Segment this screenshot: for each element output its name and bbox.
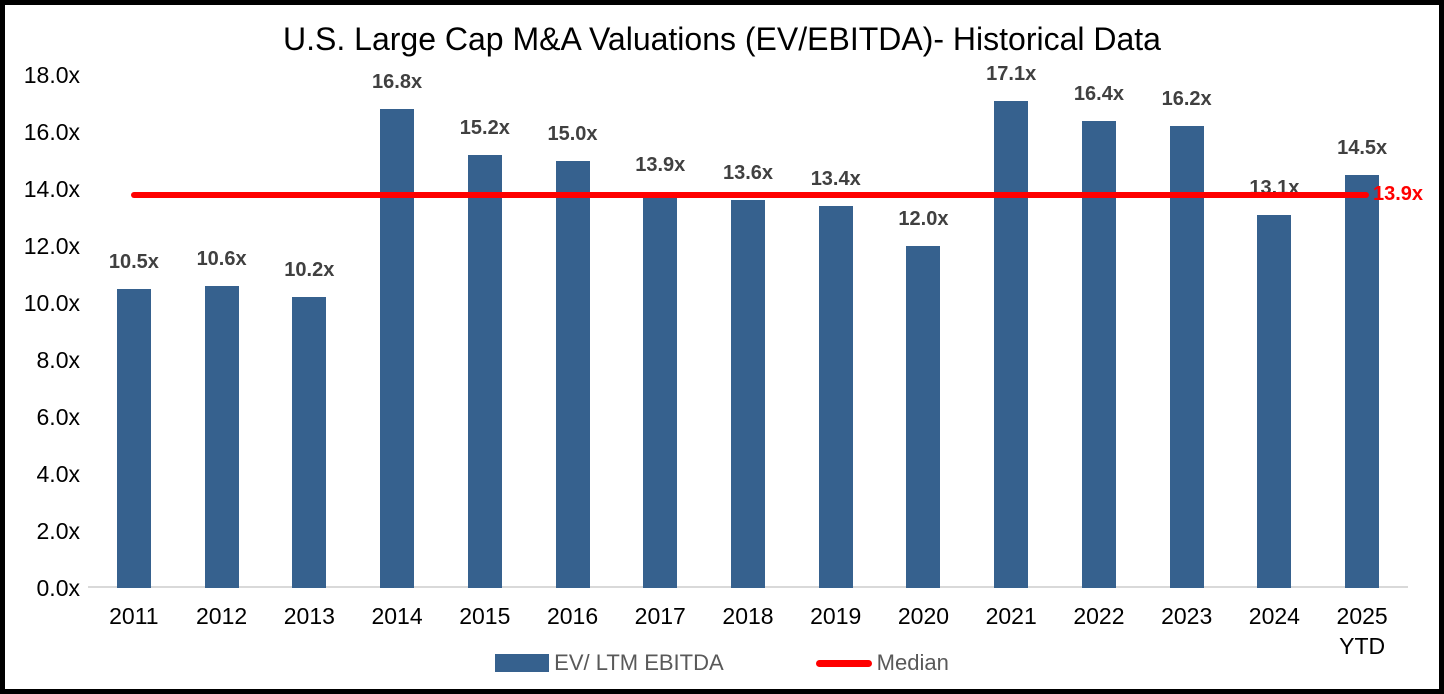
bar-2013 — [292, 297, 327, 588]
bar-value-label: 15.2x — [459, 116, 510, 139]
x-axis-tick-label: 2018 — [722, 603, 774, 629]
bar-2017 — [643, 191, 678, 588]
bar-value-label: 10.2x — [284, 259, 335, 282]
bar-2019 — [818, 206, 853, 588]
bar-2012 — [204, 285, 239, 588]
x-axis-tick-label: 2014 — [371, 603, 423, 629]
bar-2025 — [1345, 174, 1380, 588]
legend-label-ev-ltm-ebitda: EV/ LTM EBITDA — [554, 650, 724, 675]
y-axis-tick-label: 0.0x — [36, 575, 80, 601]
x-axis-tick-label: 2021 — [985, 603, 1037, 629]
x-axis-tick-label: 2023 — [1161, 603, 1213, 629]
bar-2021 — [994, 100, 1029, 588]
bar-2011 — [116, 288, 151, 588]
y-axis-tick-label: 8.0x — [36, 347, 80, 373]
bar-value-label: 14.5x — [1337, 136, 1388, 159]
x-axis-tick-label: 2016 — [546, 603, 599, 629]
bar-2014 — [380, 109, 415, 588]
x-axis-tick-label: 2013 — [283, 603, 335, 629]
bar-value-label: 13.6x — [722, 162, 774, 185]
bar-value-label: 12.0x — [898, 208, 949, 230]
chart-title: U.S. Large Cap M&A Valuations (EV/EBITDA… — [283, 21, 1161, 57]
x-axis-tick-label: 2011 — [109, 603, 159, 629]
x-axis-tick-label: 2017 — [634, 603, 686, 629]
bar-value-label: 13.4x — [810, 168, 861, 191]
x-axis-tick-label: 2020 — [897, 603, 950, 629]
median-line — [131, 192, 1369, 198]
bar-value-label: 10.6x — [196, 247, 247, 270]
bar-2015 — [467, 154, 502, 588]
bar-2016 — [555, 160, 590, 588]
legend-item-ev-ltm-ebitda: EV/ LTM EBITDA — [495, 650, 724, 676]
bar-value-label: 16.8x — [372, 71, 423, 94]
bar-2023 — [1169, 126, 1204, 588]
y-axis-tick-label: 18.0x — [23, 62, 80, 88]
x-axis-tick-label: 2025 YTD — [1336, 603, 1388, 659]
plot-area: 13.9x 0.0x 2.0x 4.0x 6.0x 8.0x 10.0x 12.0x 14.0… — [5, 5, 1439, 689]
y-axis-tick-label: 10.0x — [23, 290, 80, 316]
x-axis-tick-label: 2015 — [459, 603, 511, 629]
bar-value-label: 16.2x — [1161, 88, 1212, 111]
line-swatch-icon — [815, 659, 872, 667]
legend-label-median: Median — [876, 650, 949, 675]
x-axis-tick-label: 2012 — [196, 603, 248, 629]
legend-item-median: Median — [815, 650, 949, 676]
y-axis-tick-label: 12.0x — [23, 233, 80, 259]
bar-2024 — [1257, 214, 1292, 588]
bar-swatch-icon — [495, 654, 550, 672]
median-value-label: 13.9x — [1373, 183, 1424, 205]
x-axis-tick-label: 2024 — [1248, 603, 1300, 629]
y-axis-tick-label: 2.0x — [36, 518, 80, 544]
bar-value-label: 16.4x — [1073, 82, 1124, 105]
x-axis-tick-label: 2022 — [1073, 603, 1125, 629]
bar-value-label: 17.1x — [986, 62, 1037, 85]
bar-value-label: 13.9x — [635, 153, 686, 176]
legend: EV/ LTM EBITDA Median — [5, 646, 1439, 680]
y-axis-tick-label: 14.0x — [23, 176, 80, 202]
y-axis-tick-label: 16.0x — [23, 119, 80, 145]
bar-2022 — [1081, 120, 1116, 588]
y-axis-tick-label: 6.0x — [36, 404, 80, 430]
x-axis-tick-label: 2019 — [810, 603, 862, 629]
bar-2018 — [731, 200, 765, 588]
bar-value-label: 10.5x — [108, 250, 159, 273]
bar-value-label: 15.0x — [547, 122, 598, 145]
bar-2020 — [906, 246, 941, 588]
y-axis-tick-label: 4.0x — [36, 461, 80, 487]
